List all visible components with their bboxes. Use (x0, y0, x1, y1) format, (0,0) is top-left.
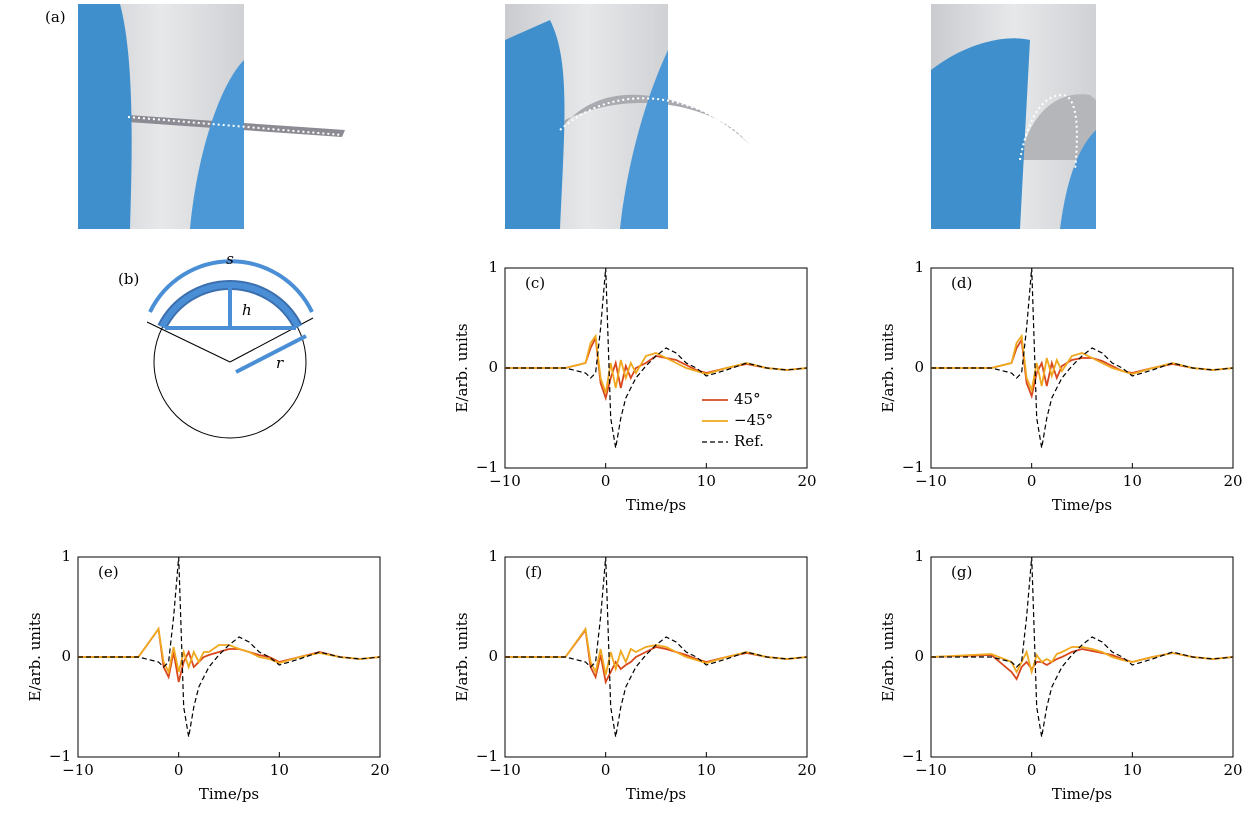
y-tick-label: 1 (488, 547, 498, 565)
y-axis-label: E/arb. units (879, 323, 897, 412)
panel-label: (e) (98, 563, 119, 581)
diagram (146, 259, 314, 439)
y-tick-label: −1 (902, 747, 924, 765)
x-tick-label: 20 (1223, 761, 1242, 779)
y-tick-label: −1 (49, 747, 71, 765)
legend-label: −45° (734, 411, 773, 429)
y-tick-label: 0 (488, 358, 498, 376)
series-line (505, 556, 808, 738)
x-axis-label: Time/ps (1052, 785, 1112, 803)
x-tick-label: −10 (62, 761, 94, 779)
diagram-label: r (276, 354, 284, 372)
x-tick-label: 20 (797, 761, 816, 779)
x-tick-label: 10 (1123, 472, 1142, 490)
panel-label: (b) (118, 270, 139, 288)
x-tick-label: 10 (697, 761, 716, 779)
legend-label: Ref. (734, 432, 764, 450)
y-tick-label: 0 (914, 358, 924, 376)
series-line (931, 556, 1234, 738)
x-tick-label: −10 (489, 472, 521, 490)
x-axis-label: Time/ps (626, 496, 686, 514)
x-tick-label: −10 (915, 472, 947, 490)
y-tick-label: 0 (914, 647, 924, 665)
x-axis-label: Time/ps (1052, 496, 1112, 514)
y-axis-label: E/arb. units (453, 323, 471, 412)
series-line (931, 333, 1234, 394)
y-tick-label: −1 (902, 458, 924, 476)
panel-label: (c) (525, 274, 545, 292)
y-tick-label: 1 (61, 547, 71, 565)
x-tick-label: −10 (489, 761, 521, 779)
series-line (505, 626, 808, 676)
x-tick-label: 10 (1123, 761, 1142, 779)
y-tick-label: −1 (476, 747, 498, 765)
panel-label: (g) (951, 563, 972, 581)
y-axis-label: E/arb. units (453, 612, 471, 701)
x-tick-label: −10 (915, 761, 947, 779)
series-line (930, 648, 1234, 681)
y-axis-label: E/arb. units (879, 612, 897, 701)
x-tick-label: 0 (1027, 761, 1037, 779)
diagram-label: h (242, 301, 252, 319)
y-tick-label: 0 (488, 647, 498, 665)
photo (505, 4, 759, 229)
diagram-label: s (226, 250, 234, 268)
photo (78, 4, 345, 229)
y-tick-label: 1 (914, 547, 924, 565)
series-line (78, 556, 381, 738)
panel-label: (d) (951, 274, 972, 292)
panel-label: (f) (525, 563, 542, 581)
x-tick-label: 0 (174, 761, 184, 779)
legend-label: 45° (734, 390, 761, 408)
x-tick-label: 20 (1223, 472, 1242, 490)
series-line (505, 333, 808, 394)
plot-frame (930, 556, 1234, 758)
x-tick-label: 20 (797, 472, 816, 490)
x-axis-label: Time/ps (626, 785, 686, 803)
y-tick-label: 1 (914, 258, 924, 276)
y-tick-label: 0 (61, 647, 71, 665)
x-tick-label: 10 (697, 472, 716, 490)
x-tick-label: 0 (601, 761, 611, 779)
series-line (505, 267, 808, 449)
x-tick-label: 0 (601, 472, 611, 490)
series-line (931, 267, 1234, 449)
x-axis-label: Time/ps (199, 785, 259, 803)
y-tick-label: −1 (476, 458, 498, 476)
y-tick-label: 1 (488, 258, 498, 276)
series-line (930, 646, 1234, 676)
x-tick-label: 10 (270, 761, 289, 779)
series-line (78, 626, 381, 675)
x-tick-label: 0 (1027, 472, 1037, 490)
x-tick-label: 20 (370, 761, 389, 779)
photo (931, 4, 1096, 229)
panel-label: (a) (45, 8, 66, 26)
y-axis-label: E/arb. units (26, 612, 44, 701)
